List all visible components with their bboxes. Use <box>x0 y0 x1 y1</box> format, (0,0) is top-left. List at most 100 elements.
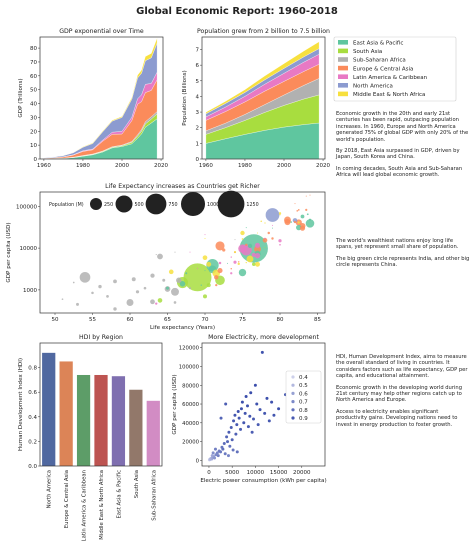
country-bubble <box>234 239 236 241</box>
x-tick-label: 60 <box>127 317 134 323</box>
x-tick-label: 85 <box>314 317 321 323</box>
country-bubble <box>215 283 218 287</box>
country-bubble <box>227 262 228 264</box>
size-legend-label: 1000 <box>207 202 219 208</box>
country-bubble <box>299 225 306 231</box>
report-title: Global Economic Report: 1960-2018 <box>136 6 338 17</box>
legend-marker <box>291 383 295 387</box>
x-axis-label: Life expectancy (Years) <box>150 325 215 331</box>
legend-swatch <box>338 65 348 71</box>
note-text: Economic growth in the developing world … <box>336 384 462 404</box>
country-bubble <box>215 241 225 251</box>
country-point <box>234 432 238 436</box>
country-bubble <box>200 284 202 286</box>
chart-title: Life Expectancy increases as Countries g… <box>105 183 260 190</box>
y-tick-label: 1000 <box>23 288 37 294</box>
notes-gdp-population: Economic growth in the 20th and early 21… <box>336 111 470 184</box>
country-bubble <box>247 243 253 249</box>
country-point <box>223 452 227 456</box>
x-tick-label: Sub-Saharan Africa <box>151 470 157 521</box>
country-bubble <box>246 255 254 263</box>
y-tick-label: 2 <box>196 126 200 132</box>
plot-frame <box>39 36 164 160</box>
y-tick-label: 0.6 <box>28 390 37 396</box>
y-tick-label: 80 <box>30 46 37 52</box>
size-legend-bubble <box>217 190 245 218</box>
x-tick-label: 1980 <box>238 163 252 169</box>
country-bubble <box>239 234 268 263</box>
country-bubble <box>98 284 102 289</box>
area-series <box>43 38 158 158</box>
notes-life-expectancy: The world's wealthiest nations enjoy lon… <box>336 238 470 274</box>
country-bubble <box>230 268 232 270</box>
country-point <box>250 430 254 434</box>
country-point <box>235 450 239 454</box>
country-bubble <box>218 261 222 265</box>
country-point <box>277 407 281 411</box>
country-bubble <box>279 214 281 216</box>
country-bubble <box>265 208 280 222</box>
country-point <box>239 407 243 411</box>
country-point <box>265 396 269 400</box>
legend-label: East Asia & Pacific <box>353 41 403 47</box>
country-point <box>249 391 253 395</box>
x-tick-label: 1960 <box>37 163 51 169</box>
country-point <box>215 451 219 455</box>
country-bubble <box>279 243 281 246</box>
country-bubble <box>297 221 300 224</box>
y-axis-label: GDP per capita (USD) <box>172 374 178 434</box>
note-text: The big green circle represents India, a… <box>336 255 470 269</box>
y-tick-label: 60 <box>30 74 37 80</box>
x-tick-label: 65 <box>164 317 171 323</box>
legend-swatch <box>338 40 348 45</box>
country-bubble <box>106 294 109 298</box>
x-tick-label: South Asia <box>134 470 140 498</box>
legend-label: North America <box>353 84 393 90</box>
country-bubble <box>254 252 261 259</box>
country-point <box>245 404 249 408</box>
legend-marker <box>291 400 295 404</box>
country-bubble <box>264 237 266 240</box>
country-point <box>240 400 244 404</box>
legend-label: 0.9 <box>299 416 308 422</box>
country-point <box>248 414 252 418</box>
y-tick-label: 120000 <box>179 346 200 352</box>
country-bubble <box>183 263 212 292</box>
x-tick-label: 1980 <box>76 163 90 169</box>
x-tick-label: Latin America & Caribbean <box>82 470 88 541</box>
country-bubble <box>262 237 268 243</box>
country-bubble <box>271 237 274 240</box>
legend-swatch <box>338 91 348 97</box>
y-tick-label: 100000 <box>16 204 37 210</box>
country-point <box>235 423 239 427</box>
size-legend-label: 500 <box>134 202 143 208</box>
chart-title: HDI by Region <box>79 334 123 341</box>
y-tick-label: 3 <box>196 110 200 116</box>
y-tick-label: 0 <box>34 157 38 163</box>
legend-label: Europe & Central Asia <box>353 66 413 72</box>
country-point <box>263 411 267 415</box>
y-tick-label: 20000 <box>182 440 199 446</box>
country-bubble <box>308 218 312 221</box>
country-bubble <box>254 245 261 253</box>
country-point <box>256 423 260 427</box>
country-bubble <box>245 261 247 264</box>
country-bubble <box>61 298 64 300</box>
hdi-bar <box>94 374 108 466</box>
country-point <box>210 454 214 458</box>
legend-label: 0.8 <box>299 408 308 414</box>
y-tick-label: 10 <box>30 143 37 149</box>
country-point <box>227 430 231 434</box>
country-point <box>225 435 229 439</box>
country-point <box>213 456 217 460</box>
country-bubble <box>296 209 299 212</box>
y-tick-label: 4 <box>196 94 200 100</box>
country-point <box>231 448 235 452</box>
region-legend <box>333 36 457 102</box>
country-bubble <box>254 242 261 248</box>
country-bubble <box>173 301 177 304</box>
country-bubble <box>293 220 297 224</box>
country-bubble <box>251 252 256 257</box>
country-bubble <box>294 203 296 205</box>
country-point <box>239 427 243 431</box>
